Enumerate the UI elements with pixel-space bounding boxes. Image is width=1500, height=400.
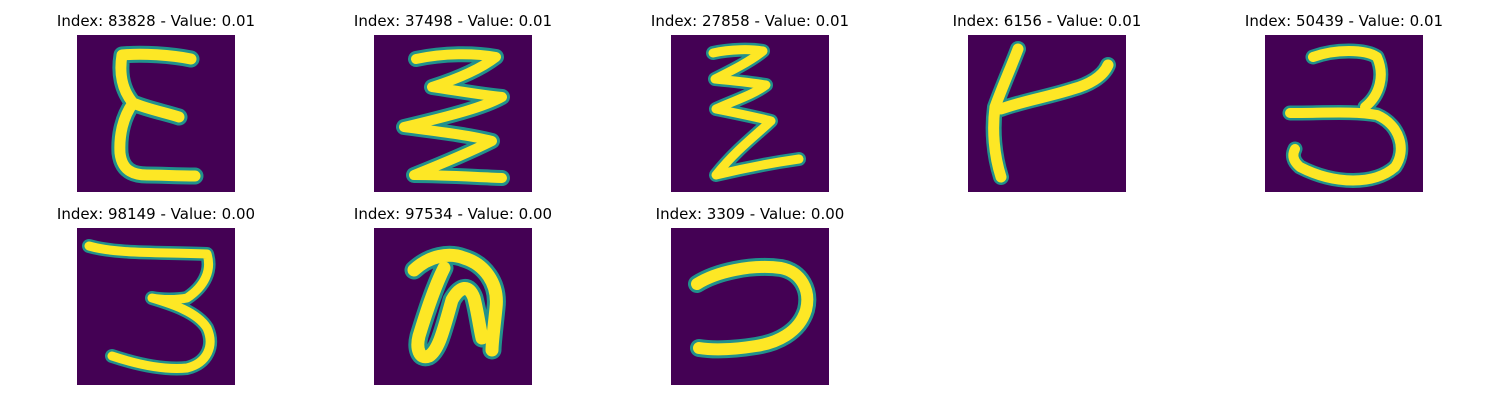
tile-title: Index: 97534 - Value: 0.00 (353, 205, 553, 223)
digit-image-epsilon (77, 35, 235, 192)
tile-title: Index: 83828 - Value: 0.01 (56, 12, 256, 30)
tile-title: Index: 50439 - Value: 0.01 (1244, 12, 1444, 30)
digit-image-t-shape (968, 35, 1126, 192)
digit-image-three-tall (77, 228, 235, 385)
tile-title: Index: 6156 - Value: 0.01 (952, 12, 1142, 30)
tile-title: Index: 37498 - Value: 0.01 (353, 12, 553, 30)
digit-image-claw (374, 228, 532, 385)
digit-image-three (1265, 35, 1423, 192)
digit-image-zigzag-narrow (671, 35, 829, 192)
tile-title: Index: 3309 - Value: 0.00 (655, 205, 845, 223)
digit-image-zigzag-wide (374, 35, 532, 192)
digit-image-hook (671, 228, 829, 385)
tile-title: Index: 98149 - Value: 0.00 (56, 205, 256, 223)
tile-title: Index: 27858 - Value: 0.01 (650, 12, 850, 30)
